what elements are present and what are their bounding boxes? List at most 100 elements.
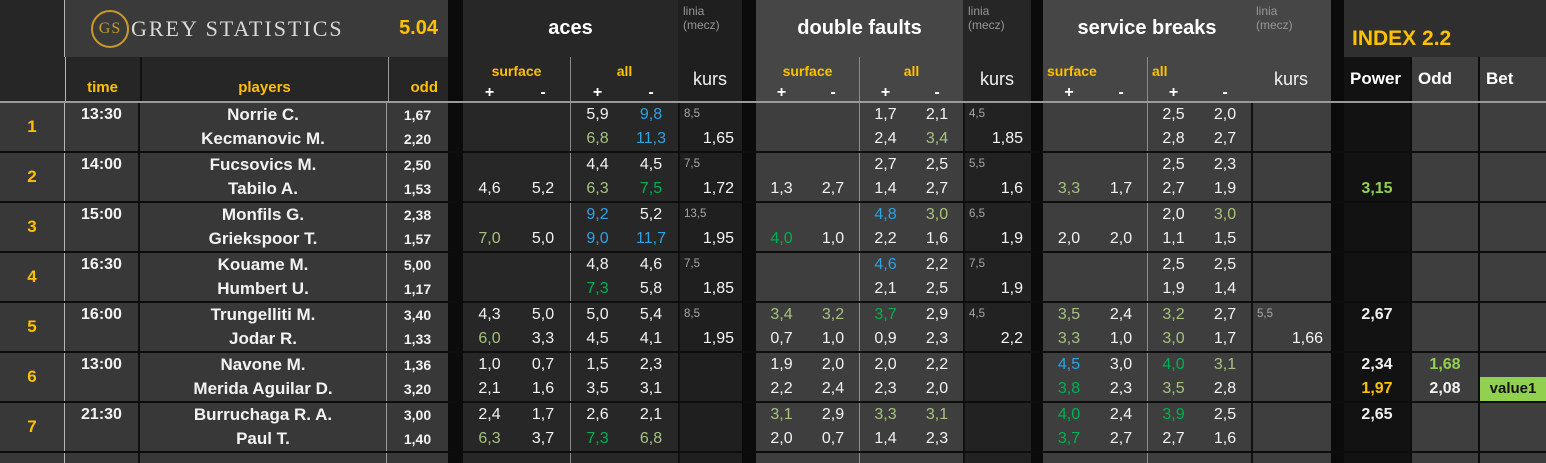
- stat-value: [65, 377, 138, 401]
- index-odd-value: [1412, 153, 1478, 177]
- aces-surface-plus-cell: 4,6: [463, 153, 516, 201]
- players-cell: Norrie C. Kecmanovic M.: [140, 103, 387, 151]
- stat-value: 2,0: [925, 380, 949, 397]
- stat-value: 2,9: [821, 406, 845, 423]
- double-faults-all-plus-cell: 2,7 1,4: [859, 153, 911, 201]
- bet-column-header: Bet: [1478, 57, 1546, 101]
- stat-value: 1,9: [1213, 180, 1237, 197]
- stat-value: [807, 103, 859, 127]
- aces-surface-plus-cell: [463, 253, 516, 301]
- aces-linia-kurs-cell: [678, 353, 742, 401]
- power-value: [1344, 327, 1410, 351]
- plus-header: +: [1147, 84, 1199, 101]
- service-breaks-linia-header: linia (mecz): [1251, 0, 1331, 57]
- stat-value: 2,6: [586, 406, 609, 423]
- stat-value: [516, 203, 570, 227]
- linia-value: [1253, 253, 1331, 277]
- stat-value: 2,0: [1057, 230, 1081, 247]
- double-faults-linia-kurs-cell: 4,5 1,85: [963, 103, 1031, 151]
- bet-value: [1480, 403, 1546, 427]
- service-breaks-surface-header: surface: [1043, 57, 1147, 84]
- stat-value: 2,4: [874, 130, 897, 147]
- double-faults-all-minus-cell: 2,2 2,5: [911, 253, 963, 301]
- stat-value: [807, 127, 859, 151]
- aces-surface-minus-cell: 1,7 3,7: [516, 403, 570, 451]
- stat-value: [516, 127, 570, 151]
- stat-value: 2,0: [874, 356, 897, 373]
- service-breaks-surface-plus-cell: 4,5 3,8: [1043, 353, 1095, 401]
- stat-value: 0,9: [874, 330, 897, 347]
- brand-title: GREY STATISTICS: [131, 15, 344, 41]
- odd-cell: 3,40 1,33: [387, 303, 448, 351]
- bet-value: [1480, 453, 1546, 463]
- kurs-value: [1253, 427, 1331, 451]
- stat-value: 2,7: [1213, 306, 1237, 323]
- aces-linia-kurs-cell: [678, 453, 742, 463]
- match-row: 5 16:00 Trungelliti M. Jodar R. 3,40 1,33 4,3 6…: [0, 303, 1546, 353]
- stat-value: [756, 277, 807, 301]
- stat-value: 5,2: [531, 180, 555, 197]
- odd-cell: 3,00 1,40: [387, 403, 448, 451]
- time-column-header: time: [87, 79, 118, 96]
- match-time: 13:30: [81, 106, 122, 123]
- odd-value: 1,17: [403, 281, 432, 297]
- aces-all-minus-cell: 2,1 6,8: [624, 403, 678, 451]
- stat-value: [1199, 453, 1251, 463]
- stat-value: [1095, 253, 1147, 277]
- kurs-value: 2,2: [1000, 330, 1023, 347]
- odd-cell: 1,67 2,20: [387, 103, 448, 151]
- kurs-value: 1,72: [702, 180, 734, 197]
- kurs-value: 1,85: [702, 280, 734, 297]
- index-odd-cell: [1410, 203, 1478, 251]
- stat-value: [463, 203, 516, 227]
- linia-value: [1253, 203, 1331, 227]
- service-breaks-surface-minus-cell: [1095, 253, 1147, 301]
- player-name: Trungelliti M.: [210, 305, 316, 324]
- aces-surface-minus-cell: 5,2: [516, 153, 570, 201]
- stat-value: 2,7: [1162, 430, 1185, 447]
- double-faults-linia-kurs-cell: 5,5 1,6: [963, 153, 1031, 201]
- double-faults-surface-minus-cell: [807, 253, 859, 301]
- kurs-value: 1,9: [1000, 280, 1023, 297]
- kurs-value: 1,6: [1000, 180, 1023, 197]
- players-cell: [140, 453, 387, 463]
- service-breaks-surface-minus-cell: 1,7: [1095, 153, 1147, 201]
- aces-linia-kurs-cell: 13,5 1,95: [678, 203, 742, 251]
- stat-value: 3,9: [1162, 406, 1185, 423]
- linia-value: 8,5: [684, 108, 700, 120]
- stat-value: 9,2: [586, 206, 609, 223]
- stat-value: 4,0: [1162, 356, 1185, 373]
- time-cell: 15:00: [65, 203, 140, 251]
- service-breaks-surface-plus-cell: 3,3: [1043, 153, 1095, 201]
- stat-value: 1,7: [874, 106, 897, 123]
- stat-value: 2,8: [1162, 130, 1185, 147]
- row-number-cell: 7: [0, 403, 65, 451]
- service-breaks-surface-minus-cell: [1095, 103, 1147, 151]
- stat-value: 1,7: [1213, 330, 1237, 347]
- service-breaks-section-title: service breaks: [1043, 0, 1251, 57]
- stat-value: 2,1: [639, 406, 663, 423]
- stat-value: 3,1: [1213, 356, 1237, 373]
- stat-value: 3,0: [1213, 206, 1237, 223]
- odd-value: 1,67: [403, 107, 432, 123]
- stat-value: 11,7: [636, 230, 666, 247]
- brand-logo-icon: GS: [91, 9, 129, 48]
- double-faults-all-minus-cell: 3,0 1,6: [911, 203, 963, 251]
- stat-value: 5,0: [531, 230, 555, 247]
- stat-value: 7,0: [478, 230, 501, 247]
- aces-all-plus-cell: 5,0 4,5: [570, 303, 624, 351]
- stat-value: 2,1: [925, 106, 949, 123]
- stat-value: [807, 453, 859, 463]
- double-faults-all-plus-cell: [859, 453, 911, 463]
- match-row: [0, 453, 1546, 463]
- stat-value: 1,3: [770, 180, 793, 197]
- index-odd-value: [1412, 427, 1478, 451]
- bet-cell: [1478, 403, 1546, 451]
- odd-value: 1,53: [403, 181, 432, 197]
- aces-surface-minus-cell: 5,0: [516, 203, 570, 251]
- service-breaks-linia-kurs-cell: [1251, 103, 1331, 151]
- service-breaks-surface-minus-cell: 2,0: [1095, 203, 1147, 251]
- players-cell: Monfils G. Griekspoor T.: [140, 203, 387, 251]
- minus-header: -: [1199, 84, 1251, 101]
- index-odd-cell: [1410, 303, 1478, 351]
